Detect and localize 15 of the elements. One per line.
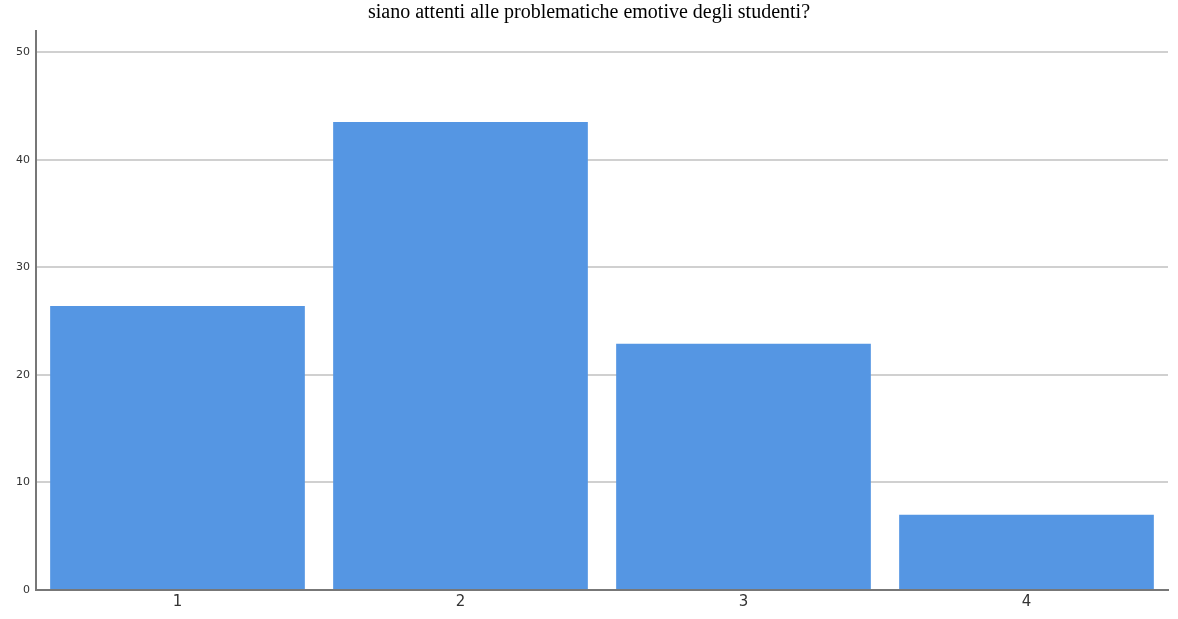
bar <box>333 122 588 589</box>
y-tick-label: 10 <box>16 475 30 489</box>
x-tick-label: 1 <box>172 591 183 610</box>
y-tick-label: 20 <box>16 367 30 381</box>
y-tick-label: 40 <box>16 152 30 166</box>
x-tick-label: 2 <box>455 591 466 610</box>
y-tick-label: 30 <box>16 260 30 274</box>
bar <box>899 514 1154 589</box>
chart-title: siano attenti alle problematiche emotive degli studenti? <box>366 0 812 22</box>
bar <box>50 306 305 589</box>
y-tick-label: 0 <box>23 582 30 596</box>
x-tick-label: 3 <box>738 591 749 610</box>
x-tick-label: 4 <box>1021 591 1032 610</box>
y-tick-label: 50 <box>16 44 30 58</box>
bar <box>616 343 871 589</box>
